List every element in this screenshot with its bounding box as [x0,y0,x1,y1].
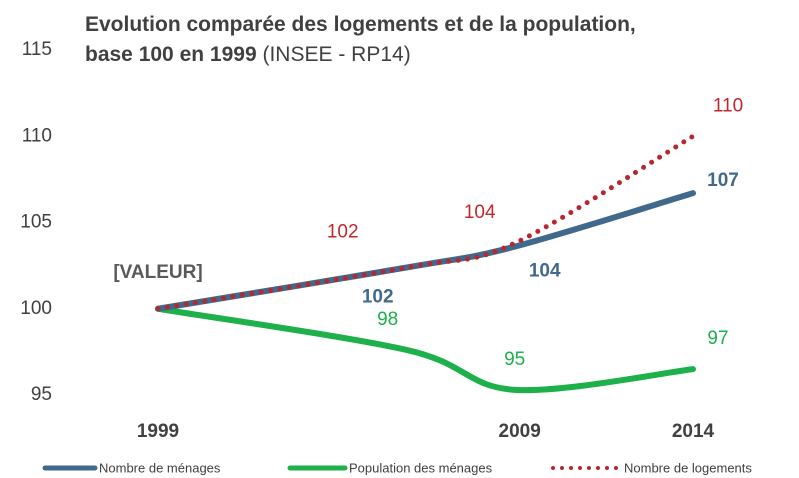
y-tick-label: 110 [22,125,52,146]
y-tick-label: 105 [20,212,52,233]
title-text: Evolution comparée des logements et de l… [85,13,636,66]
legend-label: Population des ménages [349,460,493,475]
subtitle: (INSEE - RP14) [262,43,411,66]
line-series [155,133,696,312]
legend-label: Nombre de ménages [99,460,221,475]
chart-title: Evolution comparée des logements et de l… [85,10,645,70]
data-label: 102 [327,221,359,242]
data-label: 107 [707,170,739,191]
data-label: 104 [529,261,561,282]
data-label: 97 [707,328,728,349]
x-tick-label: 2009 [499,421,541,442]
y-tick-label: 95 [31,384,52,405]
annotation: [VALEUR] [113,262,202,283]
data-label: 104 [464,202,496,223]
data-label: 95 [504,349,525,370]
legend-label: Nombre de logements [624,460,752,475]
data-label: 102 [362,286,394,307]
data-label: 110 [713,95,743,116]
x-tick-label: 1999 [137,421,179,442]
data-label: 98 [377,309,398,330]
line-series [155,305,696,394]
y-tick-label: 100 [20,298,52,319]
line-series [155,190,696,312]
x-tick-label: 2014 [672,421,715,442]
y-tick-label: 115 [22,39,52,60]
